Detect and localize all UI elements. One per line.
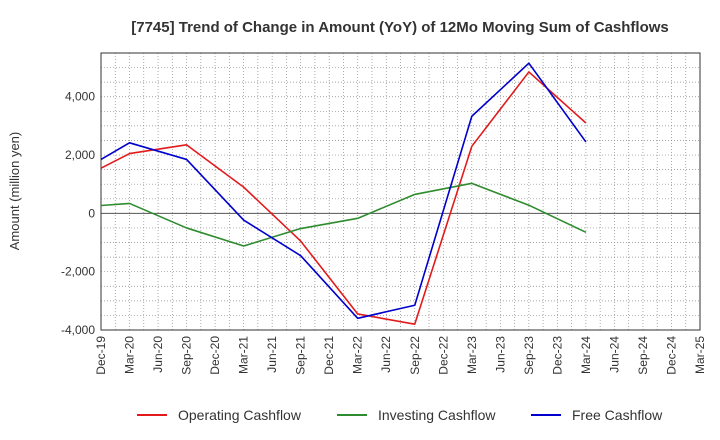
x-tick-label: Jun-23 [493,336,507,373]
grid [101,52,700,330]
series-lines [100,62,587,325]
series-line-investing-cashflow [100,182,587,247]
series-line-operating-cashflow [100,71,587,325]
y-axis-ticks: -4,000 -2,000 0 2,000 4,000 [61,90,95,337]
chart-title: [7745] Trend of Change in Amount (YoY) o… [131,19,669,36]
x-tick-label: Dec-21 [322,336,336,375]
x-tick-label: Dec-22 [436,336,450,375]
x-tick-label: Mar-21 [237,336,251,374]
x-tick-label: Jun-24 [607,336,621,373]
y-tick-label: 2,000 [65,148,95,162]
y-axis-label: Amount (million yen) [7,132,22,251]
x-tick-label: Sep-24 [636,336,650,375]
x-tick-label: Mar-25 [693,336,707,374]
y-tick-label: -2,000 [61,265,95,279]
x-tick-label: Jun-22 [379,336,393,373]
x-tick-label: Jun-21 [265,336,279,373]
legend-label-free-cashflow: Free Cashflow [572,407,663,423]
legend-label-operating-cashflow: Operating Cashflow [178,407,302,423]
x-tick-label: Dec-24 [664,336,678,375]
x-tick-label: Dec-20 [208,336,222,375]
x-tick-label: Sep-23 [522,336,536,375]
x-tick-label: Jun-20 [151,336,165,373]
legend-label-investing-cashflow: Investing Cashflow [378,407,496,423]
x-tick-label: Dec-19 [94,336,108,375]
x-tick-label: Mar-22 [351,336,365,374]
x-tick-label: Mar-23 [465,336,479,374]
y-tick-label: 0 [88,206,95,220]
y-tick-label: -4,000 [61,323,95,337]
x-tick-label: Dec-23 [550,336,564,375]
y-tick-label: 4,000 [65,90,95,104]
plot-frame [100,52,701,331]
x-tick-label: Sep-20 [180,336,194,375]
x-tick-label: Mar-24 [579,336,593,374]
series-line-free-cashflow [100,62,587,320]
x-tick-label: Sep-21 [294,336,308,375]
x-tick-label: Mar-20 [123,336,137,374]
x-axis-ticks: Dec-19 Mar-20 Jun-20 Sep-20 Dec-20 Mar-21 Jun-… [94,336,707,375]
x-tick-label: Sep-22 [408,336,422,375]
legend: Operating Cashflow Investing Cashflow Free… [137,407,663,423]
